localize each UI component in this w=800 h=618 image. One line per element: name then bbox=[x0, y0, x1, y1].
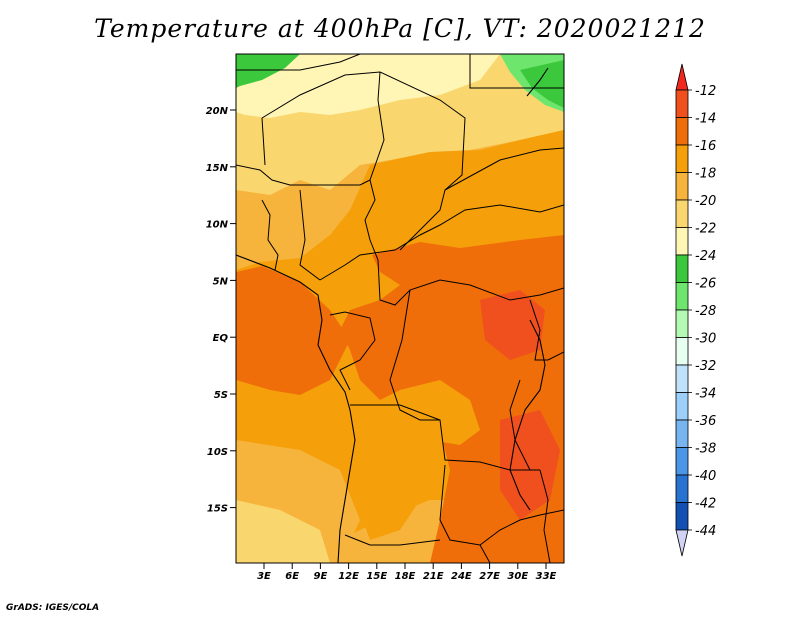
colorbar-swatch bbox=[675, 282, 689, 311]
colorbar-label: -24 bbox=[695, 249, 716, 264]
lake-outlines bbox=[509, 319, 546, 511]
lon-label: 3E bbox=[257, 571, 271, 582]
colorbar-swatch bbox=[675, 144, 689, 173]
border-segment bbox=[319, 204, 564, 281]
lon-label: 33E bbox=[536, 571, 557, 582]
colorbar-under-triangle bbox=[675, 529, 689, 557]
border-segment bbox=[444, 147, 564, 191]
colorbar-label: -20 bbox=[695, 194, 716, 209]
lon-label: 18E bbox=[395, 571, 416, 582]
colorbar-swatch bbox=[675, 89, 689, 118]
border-segment bbox=[329, 311, 376, 391]
colorbar-label: -22 bbox=[695, 222, 716, 237]
colorbar-label: -34 bbox=[695, 387, 716, 402]
lon-label: 30E bbox=[507, 571, 528, 582]
border-segment bbox=[299, 189, 321, 281]
colorbar-label: -16 bbox=[695, 139, 716, 154]
colorbar-swatch bbox=[675, 392, 689, 421]
colorbar-swatch bbox=[675, 117, 689, 146]
colorbar-swatch bbox=[675, 199, 689, 228]
lat-label: 5S bbox=[214, 390, 228, 401]
border-segment bbox=[344, 534, 441, 546]
lon-label: 6E bbox=[285, 571, 299, 582]
colorbar-swatch bbox=[675, 419, 689, 448]
colorbar-label: -44 bbox=[695, 524, 716, 539]
contour-minus14-west bbox=[236, 266, 350, 395]
contour-minus16-patch bbox=[400, 380, 480, 445]
colorbar-label: -26 bbox=[695, 277, 716, 292]
border-segment bbox=[236, 164, 371, 186]
lon-label: 27E bbox=[479, 571, 500, 582]
colorbar-label: -12 bbox=[695, 84, 716, 99]
border-segment bbox=[261, 199, 279, 271]
red-sea-coast bbox=[526, 67, 549, 97]
colorbar-swatch bbox=[675, 474, 689, 503]
border-segment bbox=[389, 289, 440, 421]
colorbar-label: -30 bbox=[695, 332, 716, 347]
map-field bbox=[236, 54, 564, 563]
border-segment bbox=[236, 54, 361, 71]
colorbar-swatch bbox=[675, 337, 689, 366]
lat-label: EQ bbox=[213, 333, 229, 344]
lon-label: 24E bbox=[451, 571, 472, 582]
colorbar-label: -18 bbox=[695, 167, 716, 182]
lon-label: 12E bbox=[338, 571, 359, 582]
lon-label: 9E bbox=[314, 571, 328, 582]
coastline bbox=[236, 254, 356, 563]
lat-label: 15S bbox=[207, 504, 228, 515]
colorbar-label: -42 bbox=[695, 497, 716, 512]
lon-label: 21E bbox=[423, 571, 444, 582]
colorbar-label: -28 bbox=[695, 304, 716, 319]
colorbar-label: -14 bbox=[695, 112, 716, 127]
contour-minus24-nw bbox=[236, 54, 300, 88]
border-segment bbox=[469, 54, 564, 89]
border-segment bbox=[439, 464, 564, 546]
border-segment bbox=[539, 469, 551, 563]
colorbar-swatch bbox=[675, 502, 689, 531]
colorbar-swatch bbox=[675, 364, 689, 393]
grads-credit: GrADS: IGES/COLA bbox=[6, 603, 100, 613]
lat-label: 15N bbox=[206, 163, 229, 174]
colorbar-swatch bbox=[675, 172, 689, 201]
colorbar-swatch bbox=[675, 447, 689, 476]
colorbar-label: -40 bbox=[695, 469, 716, 484]
longitude-axis: 3E 6E 9E 12E 15E 18E 21E 24E 27E 30E 33E bbox=[257, 563, 557, 582]
lat-label: 10S bbox=[207, 447, 228, 458]
border-segment bbox=[261, 71, 466, 251]
contour-minus16-angola bbox=[350, 400, 420, 540]
colorbar-label: -36 bbox=[695, 414, 716, 429]
colorbar-swatch bbox=[675, 227, 689, 256]
colorbar-label: -32 bbox=[695, 359, 716, 374]
border-segment bbox=[479, 544, 491, 563]
colorbar: -12 -14 -16 -18 -20 -22 -24 -26 -28 -30 -32 -34 -36 -… bbox=[675, 63, 716, 557]
border-segment bbox=[369, 239, 564, 306]
lat-label: 10N bbox=[206, 220, 229, 231]
border-segment bbox=[509, 379, 531, 471]
country-borders bbox=[236, 54, 564, 563]
chart-title: Temperature at 400hPa [C], VT: 202002121… bbox=[94, 14, 706, 43]
contour-minus20-southwest bbox=[236, 500, 330, 563]
latitude-axis: 20N 15N 10N 5N EQ 5S 10S 15S bbox=[206, 106, 236, 515]
colorbar-label: -38 bbox=[695, 442, 716, 457]
lat-label: 5N bbox=[213, 276, 229, 287]
plot-frame bbox=[235, 53, 565, 564]
border-segment bbox=[261, 117, 266, 166]
contour-minus24-ne bbox=[520, 60, 564, 108]
lat-label: 20N bbox=[206, 106, 229, 117]
border-segment bbox=[529, 299, 564, 361]
lon-label: 15E bbox=[366, 571, 387, 582]
colorbar-over-triangle bbox=[675, 63, 689, 91]
colorbar-swatch bbox=[675, 254, 689, 283]
colorbar-swatch bbox=[675, 309, 689, 338]
contour-minus12-lakes bbox=[480, 290, 545, 360]
